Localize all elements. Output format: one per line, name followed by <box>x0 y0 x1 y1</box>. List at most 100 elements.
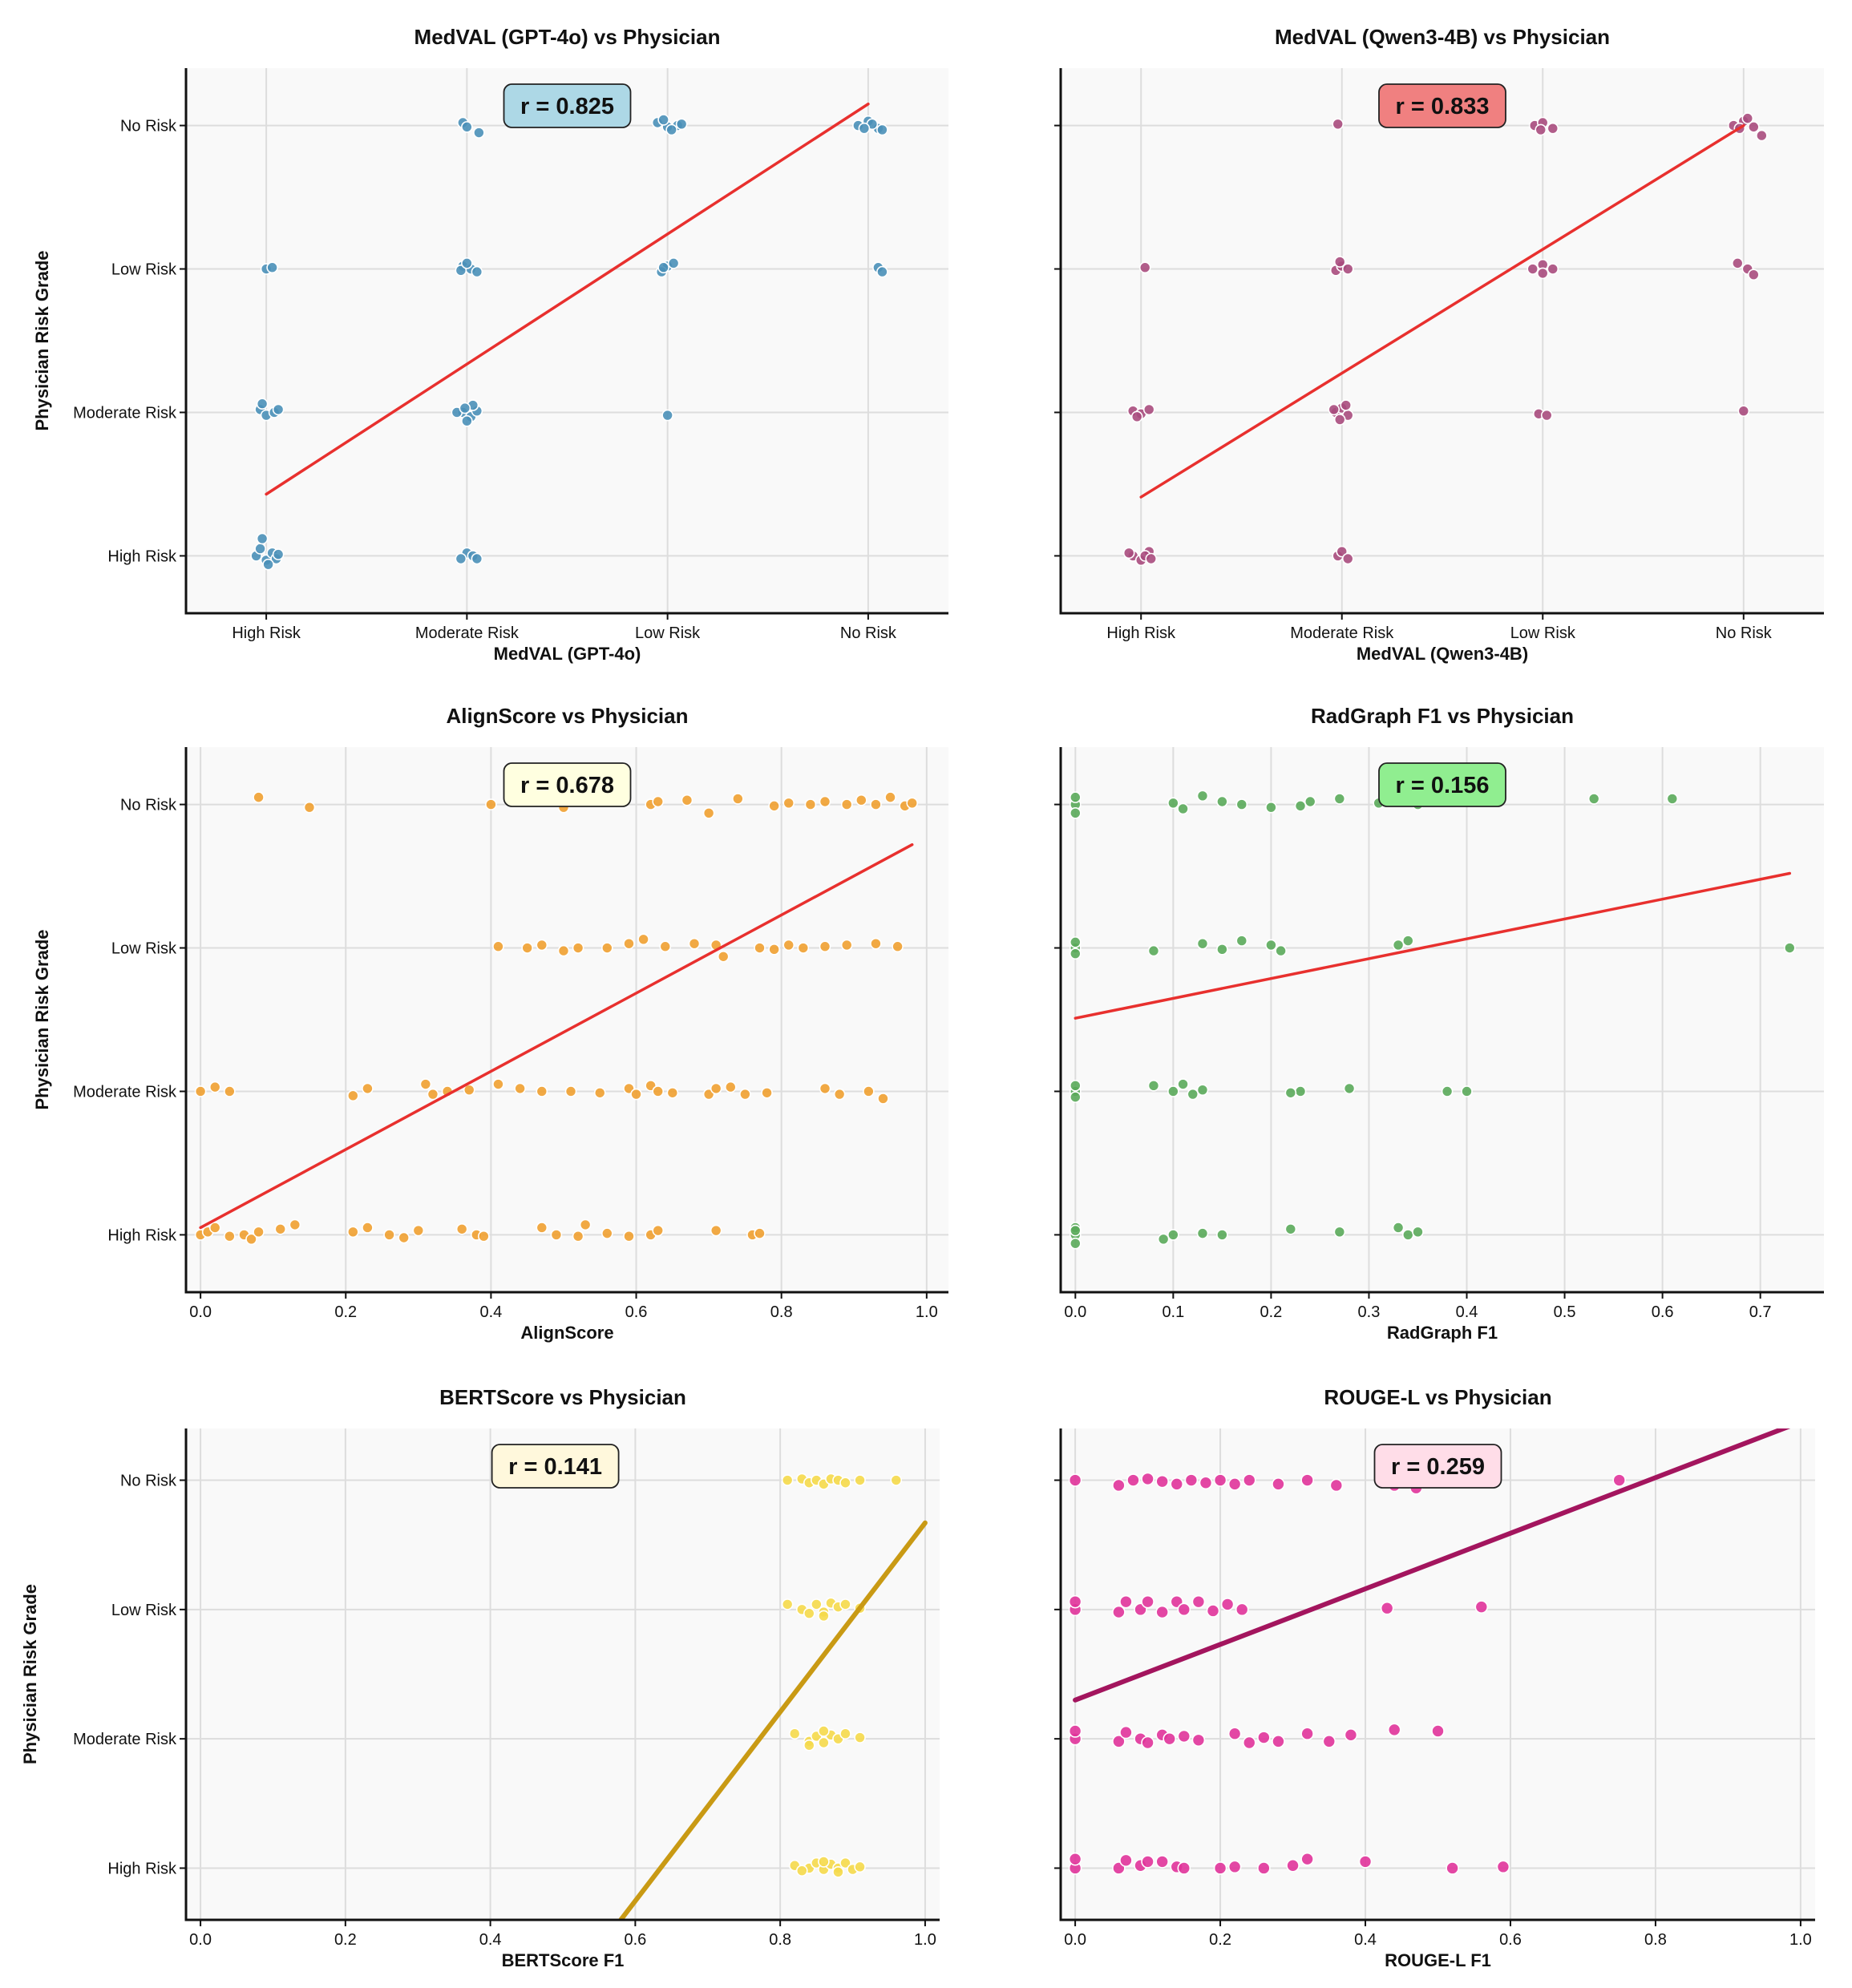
data-point <box>1235 935 1248 947</box>
data-point <box>1119 1594 1133 1609</box>
data-point <box>557 944 570 957</box>
data-point <box>1112 1735 1126 1748</box>
x-tick-label: 0.2 <box>1209 1931 1231 1949</box>
x-tick-label: 0.4 <box>1354 1931 1377 1949</box>
data-point <box>572 1230 584 1242</box>
x-tick-label: 1.0 <box>1789 1931 1812 1949</box>
data-point <box>1141 1855 1154 1869</box>
data-point <box>659 940 672 953</box>
data-point <box>1322 1735 1336 1748</box>
x-tick-label: No Risk <box>1716 624 1773 642</box>
data-point <box>803 1739 815 1752</box>
data-point <box>1167 797 1179 810</box>
data-point <box>854 1861 866 1873</box>
correlation-badge-box <box>503 83 632 128</box>
data-point <box>1155 1605 1169 1619</box>
data-point <box>455 1222 468 1235</box>
y-axis-label: Physician Risk Grade <box>32 930 52 1110</box>
data-point <box>1070 948 1082 960</box>
data-point <box>710 1082 722 1095</box>
data-point <box>666 1086 679 1099</box>
data-point <box>1070 791 1082 803</box>
data-point <box>550 1229 563 1241</box>
chart-panel-1: High Risk Moderate Risk Low Risk No Risk Hig… <box>32 25 948 664</box>
data-point <box>362 1082 374 1095</box>
data-point <box>1284 1086 1297 1099</box>
data-point <box>1536 267 1549 280</box>
x-tick-label: Moderate Risk <box>415 624 520 642</box>
data-point <box>1737 405 1750 417</box>
data-point <box>471 265 483 278</box>
data-point <box>579 1218 592 1231</box>
data-point <box>681 794 693 806</box>
data-point <box>1142 403 1155 416</box>
data-point <box>1191 1594 1206 1609</box>
data-point <box>876 123 888 136</box>
data-point <box>1329 1478 1344 1493</box>
data-point <box>253 1226 265 1238</box>
data-point <box>1147 944 1160 957</box>
y-tick-label: No Risk <box>120 118 177 135</box>
data-point <box>781 1474 794 1486</box>
y-tick-label: Low Risk <box>111 940 177 958</box>
data-point <box>1304 795 1316 808</box>
data-point <box>1068 1852 1082 1866</box>
data-point <box>1265 801 1277 814</box>
data-point <box>623 937 635 950</box>
data-point <box>768 943 780 956</box>
data-point <box>1235 1602 1249 1617</box>
data-point <box>194 1085 207 1097</box>
data-point <box>761 1086 773 1099</box>
y-tick-label: No Risk <box>120 1473 177 1490</box>
data-point <box>637 933 649 946</box>
data-point <box>1184 1473 1199 1487</box>
data-point <box>710 1224 722 1237</box>
x-axis-label: ROUGE-L F1 <box>1385 1950 1491 1970</box>
x-axis-label: MedVAL (Qwen3-4B) <box>1357 644 1528 664</box>
data-point <box>797 942 810 954</box>
data-point <box>1272 1735 1285 1748</box>
chart-panel-4: 0.0 0.1 0.2 0.3 0.4 0.5 0.6 0.7 RadGraph F1 vs P… <box>1054 704 1824 1343</box>
y-tick-label: Low Risk <box>111 1602 177 1619</box>
data-point <box>208 1081 221 1093</box>
data-point <box>572 942 584 954</box>
data-point <box>788 1727 801 1740</box>
data-point <box>1474 1600 1489 1614</box>
data-point <box>1257 1861 1271 1875</box>
data-point <box>688 937 701 950</box>
x-tick-label: 0.2 <box>1260 1303 1283 1321</box>
data-point <box>855 794 867 806</box>
data-point <box>854 1731 866 1744</box>
data-point <box>224 1085 236 1097</box>
correlation-value: r = 0.141 <box>508 1454 602 1480</box>
correlation-badge: r = 0.259 <box>1373 1444 1502 1489</box>
data-point <box>839 1727 851 1740</box>
data-points <box>1070 790 1796 1250</box>
correlation-value: r = 0.259 <box>1391 1454 1485 1480</box>
data-point <box>1333 1226 1346 1238</box>
x-tick-label: Moderate Risk <box>1290 624 1394 642</box>
data-point <box>272 548 285 560</box>
data-point <box>1177 1078 1189 1090</box>
data-point <box>1461 1085 1473 1097</box>
x-tick-label: 0.4 <box>479 1931 502 1949</box>
data-point <box>782 797 795 810</box>
x-tick-label: 0.3 <box>1358 1303 1381 1321</box>
data-point <box>1358 1855 1373 1869</box>
data-point <box>1141 1594 1154 1609</box>
plot-area <box>1061 68 1824 613</box>
data-point <box>717 950 730 963</box>
data-point <box>1216 795 1228 808</box>
correlation-badge: r = 0.678 <box>503 762 632 807</box>
chart-title: RadGraph F1 vs Physician <box>1311 704 1574 728</box>
data-point <box>1070 1091 1082 1103</box>
data-point <box>832 1866 844 1878</box>
regression-line <box>1074 871 1792 1020</box>
data-point <box>303 801 316 814</box>
data-point <box>818 1736 830 1749</box>
data-point <box>1272 1477 1285 1491</box>
data-point <box>514 1082 526 1095</box>
regression-line <box>1073 1428 1791 1703</box>
correlation-badge: r = 0.141 <box>491 1444 620 1489</box>
